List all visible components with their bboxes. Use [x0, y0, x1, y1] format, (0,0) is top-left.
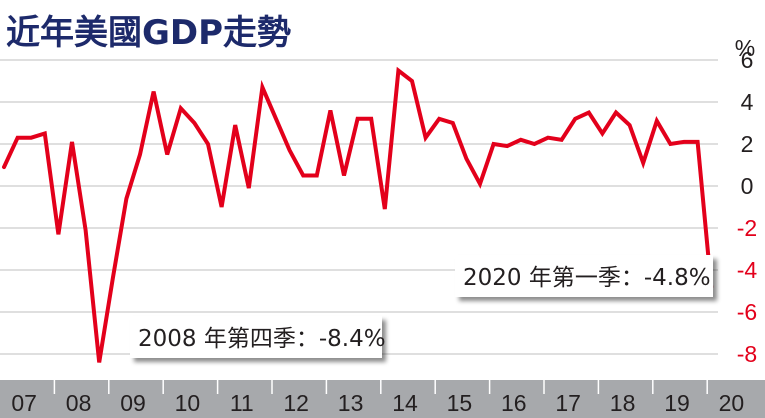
annotation-box — [455, 255, 713, 297]
y-tick-label: 6 — [741, 47, 754, 73]
data-point — [410, 79, 414, 83]
data-point — [2, 165, 6, 169]
data-point — [492, 142, 496, 146]
data-point — [451, 121, 455, 125]
data-point — [111, 276, 115, 280]
year-tick-marks — [53, 380, 708, 394]
data-point — [655, 119, 659, 123]
data-point — [546, 136, 550, 140]
data-point — [696, 140, 700, 144]
annotation-box — [130, 316, 382, 358]
x-tick-label: 17 — [555, 390, 581, 416]
data-point — [247, 186, 251, 190]
data-point — [152, 90, 156, 94]
data-point — [356, 117, 360, 121]
x-tick-label: 20 — [719, 390, 745, 416]
data-point — [84, 228, 88, 232]
data-point — [16, 136, 20, 140]
chart-title: 近年美國GDP走勢 — [6, 13, 291, 53]
data-point — [179, 106, 183, 110]
data-point — [97, 360, 101, 364]
data-point — [43, 132, 47, 136]
data-point — [519, 138, 523, 142]
data-point — [587, 111, 591, 115]
data-point — [233, 123, 237, 127]
data-point — [600, 132, 604, 136]
y-tick-label: -8 — [737, 341, 757, 367]
data-point — [478, 182, 482, 186]
data-point — [124, 197, 128, 201]
y-tick-label: 2 — [741, 131, 754, 157]
data-point — [682, 140, 686, 144]
y-axis-unit-label: % — [735, 35, 755, 61]
y-tick-label: -4 — [737, 257, 758, 283]
x-tick-label: 16 — [501, 390, 527, 416]
data-point — [614, 111, 618, 115]
x-tick-label: 14 — [392, 390, 418, 416]
y-tick-label: 0 — [741, 173, 754, 199]
data-point — [328, 108, 332, 112]
x-axis-band — [0, 380, 765, 418]
y-axis-labels: 6 4 2 0 -2 -4 -6 -8 — [737, 47, 758, 367]
data-point — [396, 69, 400, 73]
annotation-label: 2020 年第一季：-4.8% — [463, 265, 711, 291]
data-point — [260, 85, 264, 89]
data-point — [437, 117, 441, 121]
data-point — [628, 123, 632, 127]
data-point — [165, 153, 169, 157]
x-tick-label: 09 — [120, 390, 146, 416]
data-point — [560, 138, 564, 142]
x-tick-label: 13 — [338, 390, 364, 416]
data-point — [220, 205, 224, 209]
data-point — [505, 144, 509, 148]
data-point — [206, 142, 210, 146]
data-point — [274, 117, 278, 121]
data-point — [315, 174, 319, 178]
series-line — [2, 66, 714, 363]
data-point — [383, 207, 387, 211]
data-point — [668, 142, 672, 146]
data-point — [138, 153, 142, 157]
data-point — [464, 157, 468, 161]
data-point — [424, 136, 428, 140]
x-tick-label: 08 — [66, 390, 92, 416]
data-point — [369, 117, 373, 121]
data-point — [573, 117, 577, 121]
data-point — [29, 136, 33, 140]
x-tick-label: 18 — [610, 390, 636, 416]
data-point — [301, 174, 305, 178]
y-tick-label: 4 — [741, 89, 754, 115]
data-point — [56, 232, 60, 236]
data-point — [192, 121, 196, 125]
data-point — [532, 142, 536, 146]
data-point — [288, 148, 292, 152]
x-tick-label: 07 — [11, 390, 37, 416]
annotations: 2008 年第四季：-8.4% 2020 年第一季：-4.8% — [130, 255, 713, 358]
annotation-label: 2008 年第四季：-8.4% — [138, 326, 386, 352]
x-tick-label: 19 — [664, 390, 690, 416]
x-axis-labels: 07 08 09 10 11 12 13 14 15 16 17 18 19 20 — [11, 390, 744, 416]
data-point — [641, 161, 645, 165]
x-tick-label: 11 — [230, 390, 254, 416]
x-tick-label: 10 — [175, 390, 201, 416]
y-tick-label: -2 — [737, 215, 757, 241]
x-tick-label: 12 — [283, 390, 309, 416]
y-tick-label: -6 — [737, 299, 757, 325]
x-tick-label: 15 — [447, 390, 473, 416]
data-point — [70, 140, 74, 144]
data-point — [342, 174, 346, 178]
